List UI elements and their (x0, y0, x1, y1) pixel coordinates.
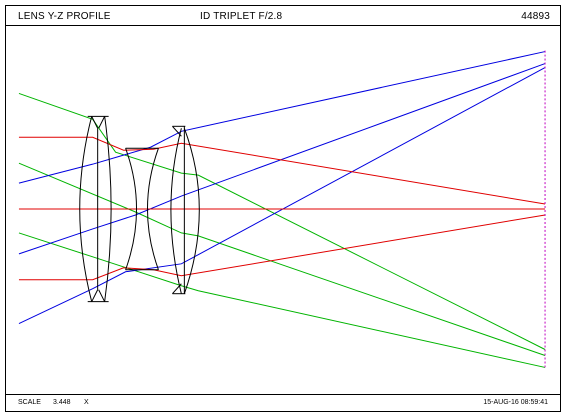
lens-element-1 (79, 115, 112, 303)
green-ray (18, 162, 546, 356)
red-ray (18, 136, 546, 205)
field-rays-blue (18, 51, 546, 325)
blue-ray (18, 51, 546, 184)
scale-value: 3.448 (53, 399, 71, 406)
blue-ray (18, 63, 546, 255)
axial-rays-red (18, 136, 546, 281)
lens-element-2 (125, 147, 159, 271)
lens-profile-plot (18, 50, 546, 368)
lens-elements (79, 115, 200, 303)
footer-bar: SCALE 3.448 X 15-AUG-16 08:59:41 (6, 394, 560, 411)
green-ray (18, 92, 546, 350)
timestamp: 15-AUG-16 08:59:41 (483, 399, 548, 406)
profile-title: LENS Y-Z PROFILE (18, 11, 111, 22)
lens-element-3 (170, 125, 200, 295)
blue-ray (18, 67, 546, 325)
field-rays-green (18, 92, 546, 368)
diagram-frame: LENS Y-Z PROFILE ID TRIPLET F/2.8 44893 (5, 5, 561, 412)
header-bar: LENS Y-Z PROFILE ID TRIPLET F/2.8 44893 (6, 6, 560, 26)
scale-unit: X (84, 399, 89, 406)
scale-label: SCALE (18, 399, 41, 406)
design-id: 44893 (521, 11, 550, 22)
red-ray (18, 214, 546, 281)
lens-title: ID TRIPLET F/2.8 (200, 11, 283, 22)
green-ray (18, 232, 546, 368)
